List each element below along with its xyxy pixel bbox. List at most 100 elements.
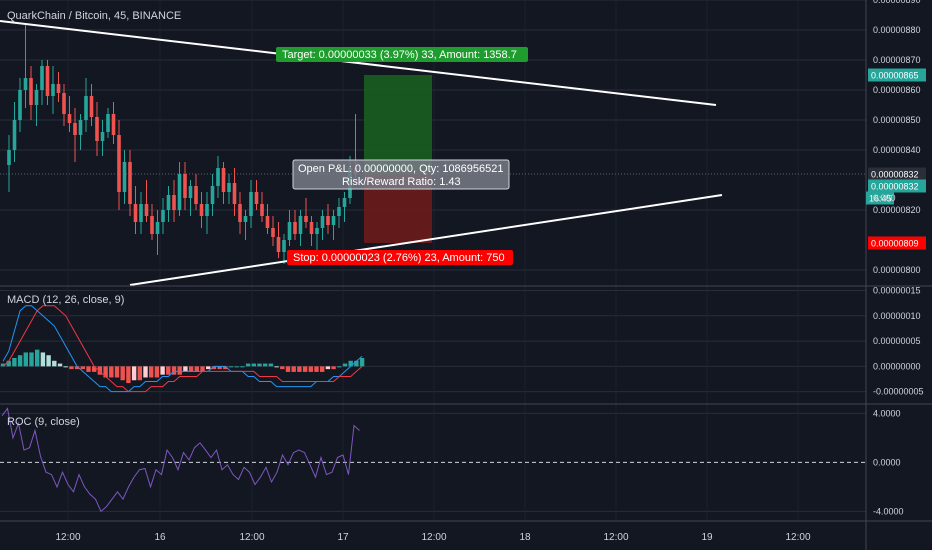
roc-tick-label: 4.0000 xyxy=(873,408,901,418)
candle-body xyxy=(67,114,72,123)
macd-hist-bar xyxy=(337,366,342,368)
candle-body xyxy=(315,228,319,234)
candle-body xyxy=(100,132,105,141)
roc-axis[interactable]: 4.0000 0.0000 -4.0000 xyxy=(873,408,904,516)
candle-body xyxy=(18,90,22,120)
target-zone[interactable] xyxy=(364,75,432,174)
roc-pane[interactable]: ROC (9, close) xyxy=(0,407,866,513)
price-tag-bg xyxy=(868,167,926,181)
candle-body xyxy=(282,240,286,252)
candle-body xyxy=(342,198,347,207)
target-label[interactable]: Target: 0.00000033 (3.97%) 33, Amount: 1… xyxy=(276,47,528,62)
macd-hist-bar xyxy=(228,366,234,368)
price-tag-text: 0.00000865 xyxy=(871,71,919,81)
candle-body xyxy=(298,216,303,234)
macd-hist-bar xyxy=(177,366,182,375)
price-axis[interactable]: 0.00000890 0.00000880 0.00000870 0.00000860… xyxy=(873,0,921,275)
macd-hist-bar xyxy=(23,352,28,367)
macd-hist-bar xyxy=(12,358,17,367)
macd-hist-bar xyxy=(331,366,336,370)
macd-hist-bar xyxy=(251,363,256,367)
candle-body xyxy=(199,204,204,216)
candle-body xyxy=(89,96,94,117)
macd-hist-bar xyxy=(154,366,160,378)
macd-hist-bar xyxy=(320,366,325,372)
price-tag-bg xyxy=(868,236,926,250)
macd-hist-bar xyxy=(211,366,217,370)
macd-hist-bar xyxy=(285,366,291,372)
candle-body xyxy=(265,216,270,228)
macd-hist-bar xyxy=(257,363,262,367)
macd-hist-bar xyxy=(131,366,137,381)
candle-body xyxy=(45,66,50,96)
price-tick-label: 0.00000870 xyxy=(873,55,921,65)
macd-hist-bar xyxy=(160,366,165,375)
roc-title[interactable]: ROC (9, close) xyxy=(7,416,80,428)
candle-body xyxy=(227,183,231,192)
candle-body xyxy=(161,210,165,222)
macd-hist-bar xyxy=(103,366,108,378)
target-label-text: Target: 0.00000033 (3.97%) 33, Amount: 1… xyxy=(282,49,517,61)
time-tick-label: 16 xyxy=(154,532,166,543)
candle-body xyxy=(133,204,138,222)
stop-label[interactable]: Stop: 0.00000023 (2.76%) 23, Amount: 750 xyxy=(287,250,513,265)
candle-body xyxy=(221,168,226,192)
macd-hist-bar xyxy=(166,366,171,375)
macd-tick-label: 0.00000010 xyxy=(873,311,921,321)
trendlines[interactable] xyxy=(0,20,723,286)
candle-series[interactable] xyxy=(7,24,358,264)
price-tag-text: 0.00000832 xyxy=(871,170,919,180)
candle-body xyxy=(139,204,143,222)
price-tag: 0.00000865 xyxy=(868,68,926,82)
macd-tick-label: 0.00000005 xyxy=(873,336,921,346)
macd-axis[interactable]: 0.00000015 0.00000010 0.00000005 0.00000000… xyxy=(873,286,924,397)
macd-hist-bar xyxy=(80,366,85,370)
macd-hist-bar xyxy=(52,360,57,367)
macd-title[interactable]: MACD (12, 26, close, 9) xyxy=(7,294,124,306)
candle-body xyxy=(78,120,83,135)
macd-pane[interactable]: MACD (12, 26, close, 9) xyxy=(0,294,365,393)
price-tag-bg xyxy=(868,179,926,193)
macd-hist-bar xyxy=(314,366,319,372)
macd-hist-bar xyxy=(183,366,188,372)
macd-hist-bar xyxy=(297,366,302,372)
macd-tick-label: 0.00000015 xyxy=(873,286,921,296)
candle-body xyxy=(254,192,259,204)
symbol-title[interactable]: QuarkChain / Bitcoin, 45, BINANCE xyxy=(7,10,181,22)
time-tick-label: 12:00 xyxy=(239,532,264,543)
candle-body xyxy=(122,162,127,192)
time-tick-label: 12:00 xyxy=(55,532,80,543)
macd-hist-bar xyxy=(86,366,91,372)
price-tag: 0.00000832 xyxy=(868,179,926,193)
candle-body xyxy=(95,117,99,141)
candle-body xyxy=(40,66,44,90)
candle-body xyxy=(309,222,314,234)
macd-tick-label: -0.00000005 xyxy=(873,387,924,397)
candle-body xyxy=(166,195,171,210)
macd-hist-bar xyxy=(354,360,359,367)
time-axis[interactable]: 12:00 16 12:00 17 12:00 18 12:00 19 12:00 xyxy=(55,532,810,543)
candle-body xyxy=(276,237,281,252)
macd-hist-bar xyxy=(46,355,51,367)
candle-body xyxy=(155,222,160,234)
macd-hist-bar xyxy=(63,366,68,368)
candle-body xyxy=(51,84,55,96)
candle-body xyxy=(29,78,33,105)
candle-body xyxy=(188,186,193,198)
time-tick-label: 17 xyxy=(337,532,349,543)
candle-body xyxy=(337,207,341,216)
candle-body xyxy=(23,78,28,90)
candle-body xyxy=(331,216,336,225)
price-tick-label: 0.00000820 xyxy=(873,205,921,215)
candle-body xyxy=(172,195,176,210)
pnl-line-1: Open P&L: 0.00000000, Qty: 1086956521 xyxy=(298,163,504,175)
price-tag-partial: 0.000 xyxy=(873,193,896,203)
pnl-box[interactable]: Open P&L: 0.00000000, Qty: 1086956521 Ri… xyxy=(292,159,510,190)
candle-body xyxy=(56,84,61,93)
price-pane[interactable]: Target: 0.00000033 (3.97%) 33, Amount: 1… xyxy=(0,10,866,286)
macd-hist-bar xyxy=(274,366,279,368)
trendline xyxy=(0,20,717,106)
